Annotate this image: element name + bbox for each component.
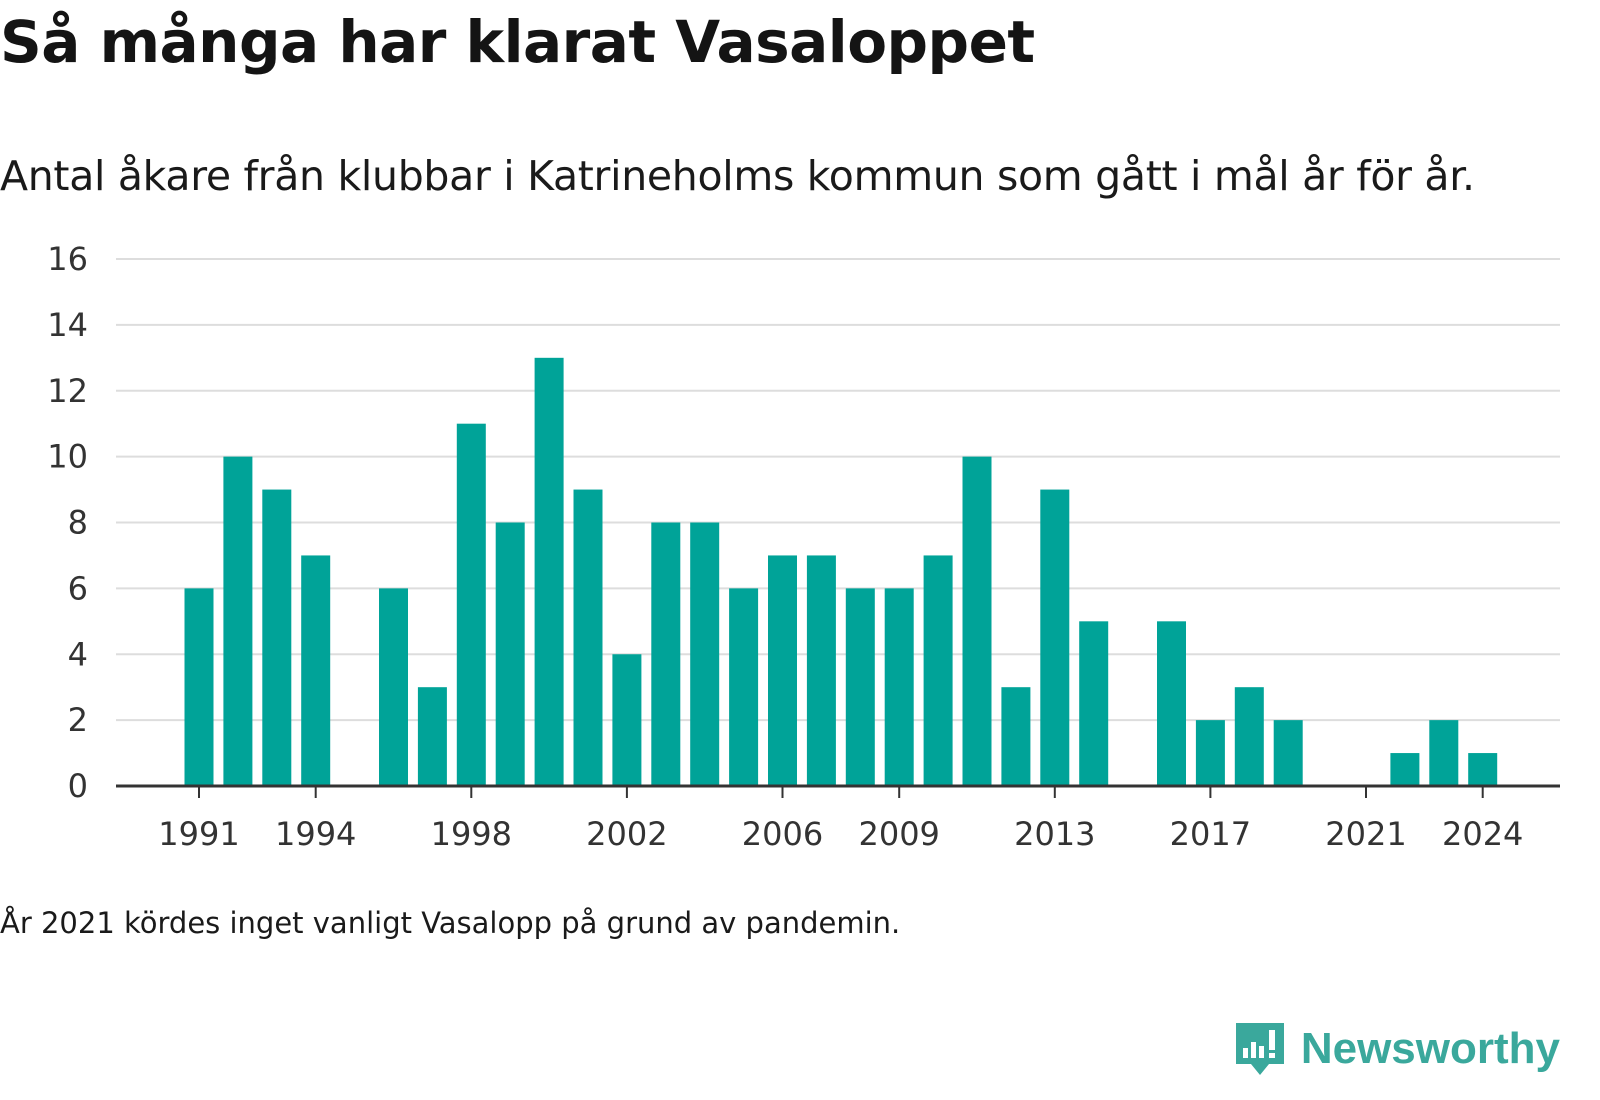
newsworthy-logo-icon bbox=[1235, 1023, 1284, 1075]
bar-2006 bbox=[768, 555, 797, 786]
y-tick-label: 8 bbox=[68, 504, 88, 542]
bar-2023 bbox=[1429, 720, 1459, 786]
x-tick-label: 2006 bbox=[742, 815, 823, 853]
bar-2012 bbox=[1001, 687, 1031, 786]
bar-1992 bbox=[223, 456, 253, 786]
bar-1993 bbox=[262, 489, 292, 786]
chart-subtitle: Antal åkare från klubbar i Katrineholms … bbox=[0, 152, 1475, 200]
bar-2003 bbox=[651, 522, 681, 786]
bar-2004 bbox=[690, 522, 720, 786]
bar-2005 bbox=[729, 588, 759, 786]
bar-2014 bbox=[1079, 621, 1109, 786]
y-tick-label: 2 bbox=[68, 701, 88, 739]
bar-2000 bbox=[534, 357, 564, 786]
bar-2016 bbox=[1157, 621, 1186, 786]
bar-2009 bbox=[884, 588, 914, 786]
y-tick-label: 12 bbox=[47, 372, 88, 410]
bar-1994 bbox=[301, 555, 331, 786]
bar-chart: 0 2 4 6 8 10 12 14 16 1991 1994 1998 2002 2006 2009 20… bbox=[47, 240, 1560, 853]
x-tick-label: 2021 bbox=[1325, 815, 1406, 853]
bar-1997 bbox=[417, 687, 447, 786]
y-tick-label: 6 bbox=[68, 569, 88, 607]
y-tick-label: 4 bbox=[68, 635, 88, 673]
bar-2007 bbox=[806, 555, 836, 786]
x-tick-label: 2002 bbox=[586, 815, 667, 853]
gridlines bbox=[116, 258, 1560, 722]
x-axis: 1991 1994 1998 2002 2006 2009 2013 2017 2021 2024 bbox=[116, 784, 1560, 853]
bar-2022 bbox=[1390, 753, 1420, 786]
bar-2019 bbox=[1273, 720, 1303, 786]
bar-1996 bbox=[379, 588, 408, 786]
x-tick-label: 1994 bbox=[275, 815, 356, 853]
x-tick-label: 1998 bbox=[431, 815, 512, 853]
bar-2024 bbox=[1468, 753, 1498, 786]
bar-2011 bbox=[962, 456, 992, 786]
bar-1999 bbox=[495, 522, 525, 786]
x-tick-label: 2009 bbox=[858, 815, 939, 853]
footnote: År 2021 kördes inget vanligt Vasalopp på… bbox=[0, 906, 901, 940]
y-tick-label: 0 bbox=[68, 767, 88, 805]
bar-1991 bbox=[184, 588, 214, 786]
x-tick-label: 2017 bbox=[1170, 815, 1251, 853]
bar-2002 bbox=[612, 654, 642, 786]
bar-2010 bbox=[923, 555, 953, 786]
y-tick-label: 10 bbox=[47, 438, 88, 476]
bar-2017 bbox=[1195, 720, 1225, 786]
x-tick-label: 2013 bbox=[1014, 815, 1095, 853]
bar-2008 bbox=[845, 588, 875, 786]
bar-2001 bbox=[573, 489, 603, 786]
y-tick-label: 16 bbox=[47, 240, 88, 278]
bars bbox=[184, 357, 1498, 786]
y-axis-labels: 0 2 4 6 8 10 12 14 16 bbox=[47, 240, 88, 805]
y-tick-label: 14 bbox=[47, 306, 88, 344]
chart-title: Så många har klarat Vasaloppet bbox=[0, 8, 1035, 76]
x-tick-label: 2024 bbox=[1442, 815, 1523, 853]
x-tick-label: 1991 bbox=[158, 815, 239, 853]
bar-2018 bbox=[1234, 687, 1264, 786]
brand-logo[interactable]: Newsworthy bbox=[1233, 1020, 1560, 1078]
bar-1998 bbox=[456, 423, 486, 786]
brand-name: Newsworthy bbox=[1300, 1024, 1560, 1073]
bar-2013 bbox=[1040, 489, 1070, 786]
